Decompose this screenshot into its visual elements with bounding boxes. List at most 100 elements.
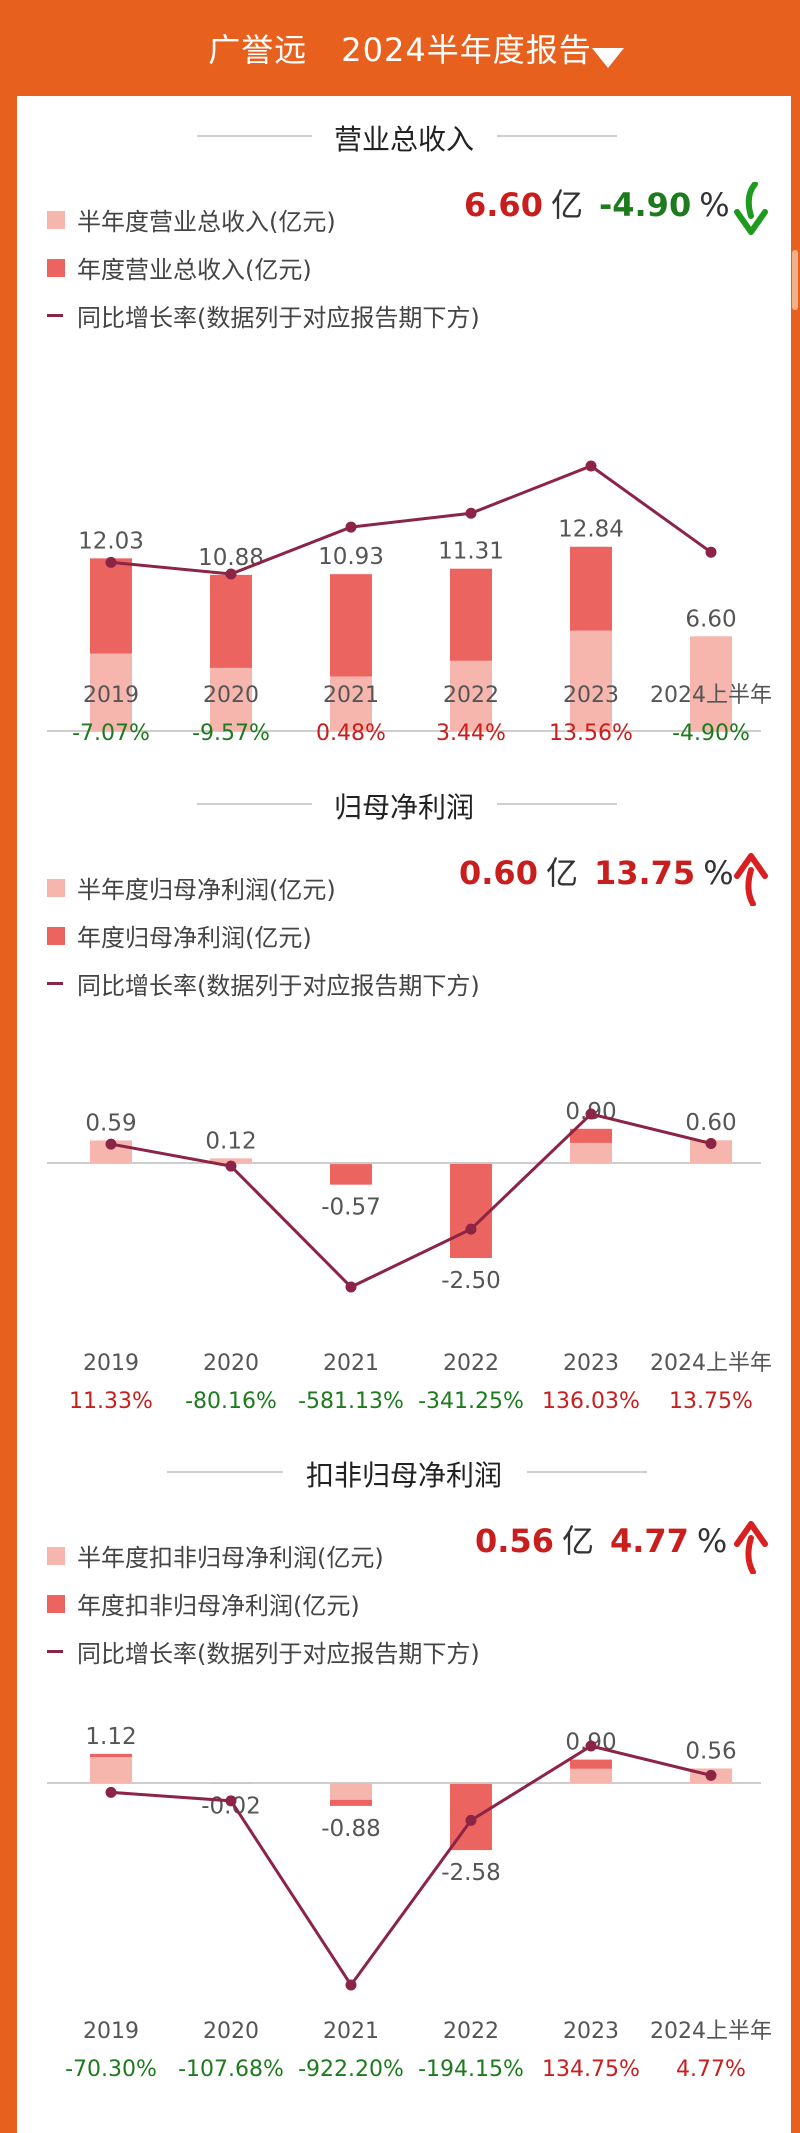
value-label: 12.03	[78, 528, 144, 554]
half-year-bar	[570, 1768, 612, 1783]
category-label: 2021	[323, 1351, 379, 1376]
legend-line	[47, 1650, 63, 1653]
deducted-net-profit-section: 扣非归母净利润 半年度扣非归母净利润(亿元) 年度扣非归母净利润(亿元) 同比增…	[17, 1432, 791, 2092]
growth-point	[585, 460, 597, 472]
growth-point	[345, 1281, 357, 1293]
company-name: 广誉远	[208, 31, 308, 69]
legend-half: 半年度营业总收入(亿元)	[47, 202, 336, 237]
half-year-bar	[210, 667, 252, 731]
category-label: 2022	[443, 2019, 499, 2044]
category-label: 2024上半年	[650, 2019, 772, 2044]
annual-bar	[330, 1163, 372, 1185]
growth-point	[585, 1740, 597, 1752]
growth-label: -922.20%	[298, 2057, 404, 2082]
category-label: 2022	[443, 683, 499, 708]
growth-point	[225, 568, 237, 580]
growth-point	[225, 1795, 237, 1807]
title-divider	[497, 135, 617, 137]
value-label: 0.56	[685, 1738, 736, 1764]
category-label: 2023	[563, 683, 619, 708]
growth-point	[105, 1138, 117, 1150]
growth-point	[225, 1160, 237, 1172]
growth-point	[705, 1769, 717, 1781]
value-label: 0.60	[685, 1110, 736, 1136]
growth-label: 136.03%	[542, 1389, 640, 1414]
watermark: 雪球：东方久久	[605, 2096, 773, 2124]
category-label: 2022	[443, 1351, 499, 1376]
growth-line	[110, 464, 712, 576]
half-year-bar	[690, 636, 732, 731]
value-label: 1.12	[85, 1724, 136, 1750]
title-divider	[197, 803, 313, 805]
growth-label: 4.77%	[676, 2057, 746, 2082]
growth-point	[105, 556, 117, 568]
half-year-bar	[90, 1757, 132, 1783]
net-profit-chart: 0.59 2019 11.33% 0.12 2020 -80.16% -0.57 2021 -5…	[47, 1099, 772, 1414]
category-label: 2021	[323, 683, 379, 708]
category-label: 2019	[83, 2019, 139, 2044]
legend-growth: 同比增长率(数据列于对应报告期下方)	[47, 1634, 480, 1669]
category-label: 2024上半年	[650, 683, 772, 708]
trend-up-arrow-icon	[734, 853, 768, 906]
category-label: 2020	[203, 683, 259, 708]
growth-label: -194.15%	[418, 2057, 524, 2082]
growth-label: -80.16%	[185, 1389, 277, 1414]
growth-label: 0.48%	[316, 721, 386, 746]
legend-half: 半年度归母净利润(亿元)	[47, 870, 336, 905]
net-profit-section: 归母净利润 半年度归母净利润(亿元) 年度归母净利润(亿元) 同比增长率(数据列…	[17, 764, 791, 1424]
title-divider	[527, 1471, 647, 1473]
legend-half: 半年度扣非归母净利润(亿元)	[47, 1538, 384, 1573]
growth-label: -9.57%	[192, 721, 270, 746]
legend-growth: 同比增长率(数据列于对应报告期下方)	[47, 298, 480, 333]
growth-label: -4.90%	[672, 721, 750, 746]
growth-label: 3.44%	[436, 721, 506, 746]
legend-swatch	[47, 258, 65, 277]
report-period: 2024半年度报告	[341, 31, 592, 69]
legend-swatch	[47, 1594, 65, 1613]
annual-bar	[450, 1163, 492, 1258]
section-title: 扣非归母净利润	[17, 1454, 791, 1494]
growth-point	[465, 507, 477, 519]
deducted-net-profit-chart: 1.122019-70.30%-0.022020-107.68%-0.88202…	[47, 1724, 772, 2082]
growth-point	[705, 546, 717, 558]
trend-up-arrow-icon	[734, 1521, 768, 1574]
dropdown-caret-icon[interactable]	[592, 48, 624, 68]
value-label: -2.50	[441, 1268, 501, 1294]
legend-annual: 年度扣非归母净利润(亿元)	[47, 1586, 360, 1621]
growth-label: 11.33%	[69, 1389, 153, 1414]
report-header[interactable]: 广誉远 2024半年度报告	[0, 0, 800, 96]
growth-point	[465, 1814, 477, 1826]
value-label: 10.93	[318, 544, 384, 570]
legend-growth: 同比增长率(数据列于对应报告期下方)	[47, 966, 480, 1001]
growth-label: -70.30%	[65, 2057, 157, 2082]
legend-annual: 年度归母净利润(亿元)	[47, 918, 312, 953]
summary-value: 0.60 亿 13.75%	[459, 854, 734, 892]
trend-down-arrow-icon	[734, 182, 768, 235]
growth-label: -107.68%	[178, 2057, 284, 2082]
legend-swatch	[47, 210, 65, 229]
half-year-bar	[330, 676, 372, 731]
category-label: 2020	[203, 2019, 259, 2044]
title-divider	[497, 803, 617, 805]
half-year-bar	[690, 1140, 732, 1163]
category-label: 2023	[563, 2019, 619, 2044]
section-title: 营业总收入	[17, 118, 791, 158]
title-divider	[197, 135, 313, 137]
value-label: -0.57	[321, 1195, 381, 1221]
legend-swatch	[47, 926, 65, 945]
half-year-bar	[330, 1163, 372, 1165]
growth-point	[705, 1137, 717, 1149]
category-label: 2023	[563, 1351, 619, 1376]
category-label: 2021	[323, 2019, 379, 2044]
summary-value: 0.56 亿 4.77%	[475, 1522, 728, 1560]
half-year-bar	[90, 653, 132, 731]
growth-label: 134.75%	[542, 2057, 640, 2082]
growth-line	[110, 1744, 712, 1988]
growth-point	[345, 521, 357, 533]
half-year-bar	[330, 1783, 372, 1800]
scrollbar[interactable]	[792, 250, 798, 310]
half-year-bar	[210, 1783, 252, 1784]
half-year-bar	[570, 1142, 612, 1163]
legend-line	[47, 314, 63, 317]
half-year-bar	[450, 1783, 492, 1784]
